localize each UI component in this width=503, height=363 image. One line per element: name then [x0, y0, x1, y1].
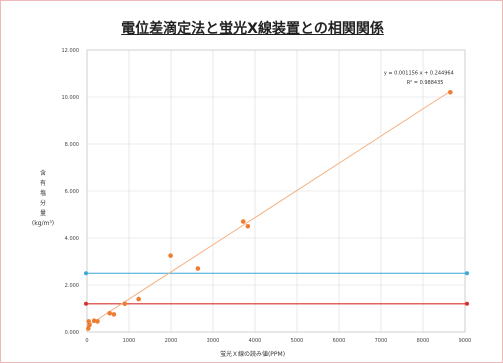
y-tick-label: 10.000: [62, 95, 80, 101]
x-tick-label: 8000: [417, 338, 430, 344]
x-tick-label: 0: [85, 338, 88, 344]
y-tick-label: 12.000: [62, 48, 80, 54]
y-tick-label: 4.000: [65, 236, 79, 242]
data-point: [448, 90, 453, 95]
x-tick-label: 4000: [249, 338, 262, 344]
chart-title: 電位差滴定法と蛍光X線装置との相関関係: [121, 21, 384, 37]
data-point: [86, 319, 91, 324]
plot-area-border: [86, 49, 466, 333]
data-point: [107, 310, 112, 316]
y-axis-label: 含 有 塩 分 量 (kg/m³): [31, 170, 55, 227]
reference-line-marker: [84, 301, 88, 306]
x-tick-label: 3000: [207, 338, 220, 344]
x-tick-label: 6000: [333, 338, 346, 344]
y-tick-label: 0.000: [65, 330, 79, 336]
data-point: [245, 223, 251, 229]
data-point: [111, 312, 117, 317]
data-point: [87, 322, 92, 328]
reference-line-marker: [465, 271, 469, 276]
x-tick-label: 7000: [375, 338, 388, 344]
y-tick-label: 8.000: [65, 142, 79, 148]
reference-line-marker: [84, 271, 88, 276]
data-point: [195, 266, 201, 271]
data-point: [136, 296, 141, 302]
data-point: [240, 219, 246, 224]
data-point: [168, 253, 173, 258]
data-point: [122, 301, 128, 307]
trendline: [86, 90, 451, 327]
data-point: [95, 319, 100, 324]
x-tick-label: 9000: [459, 338, 472, 344]
x-tick-label: 2000: [165, 338, 178, 344]
trendline-equation: y = 0.001156 x + 0.244964: [384, 71, 454, 77]
trendline-r2: R² = 0.988435: [407, 80, 444, 86]
x-tick-label: 5000: [291, 338, 304, 344]
y-tick-label: 2.000: [65, 283, 79, 289]
y-tick-label: 6.000: [65, 189, 79, 195]
x-axis-label: 蛍光Ｘ線の読み値(PPM): [219, 351, 286, 358]
reference-line-marker: [465, 301, 469, 306]
x-tick-label: 1000: [123, 338, 136, 344]
data-point: [85, 326, 91, 331]
